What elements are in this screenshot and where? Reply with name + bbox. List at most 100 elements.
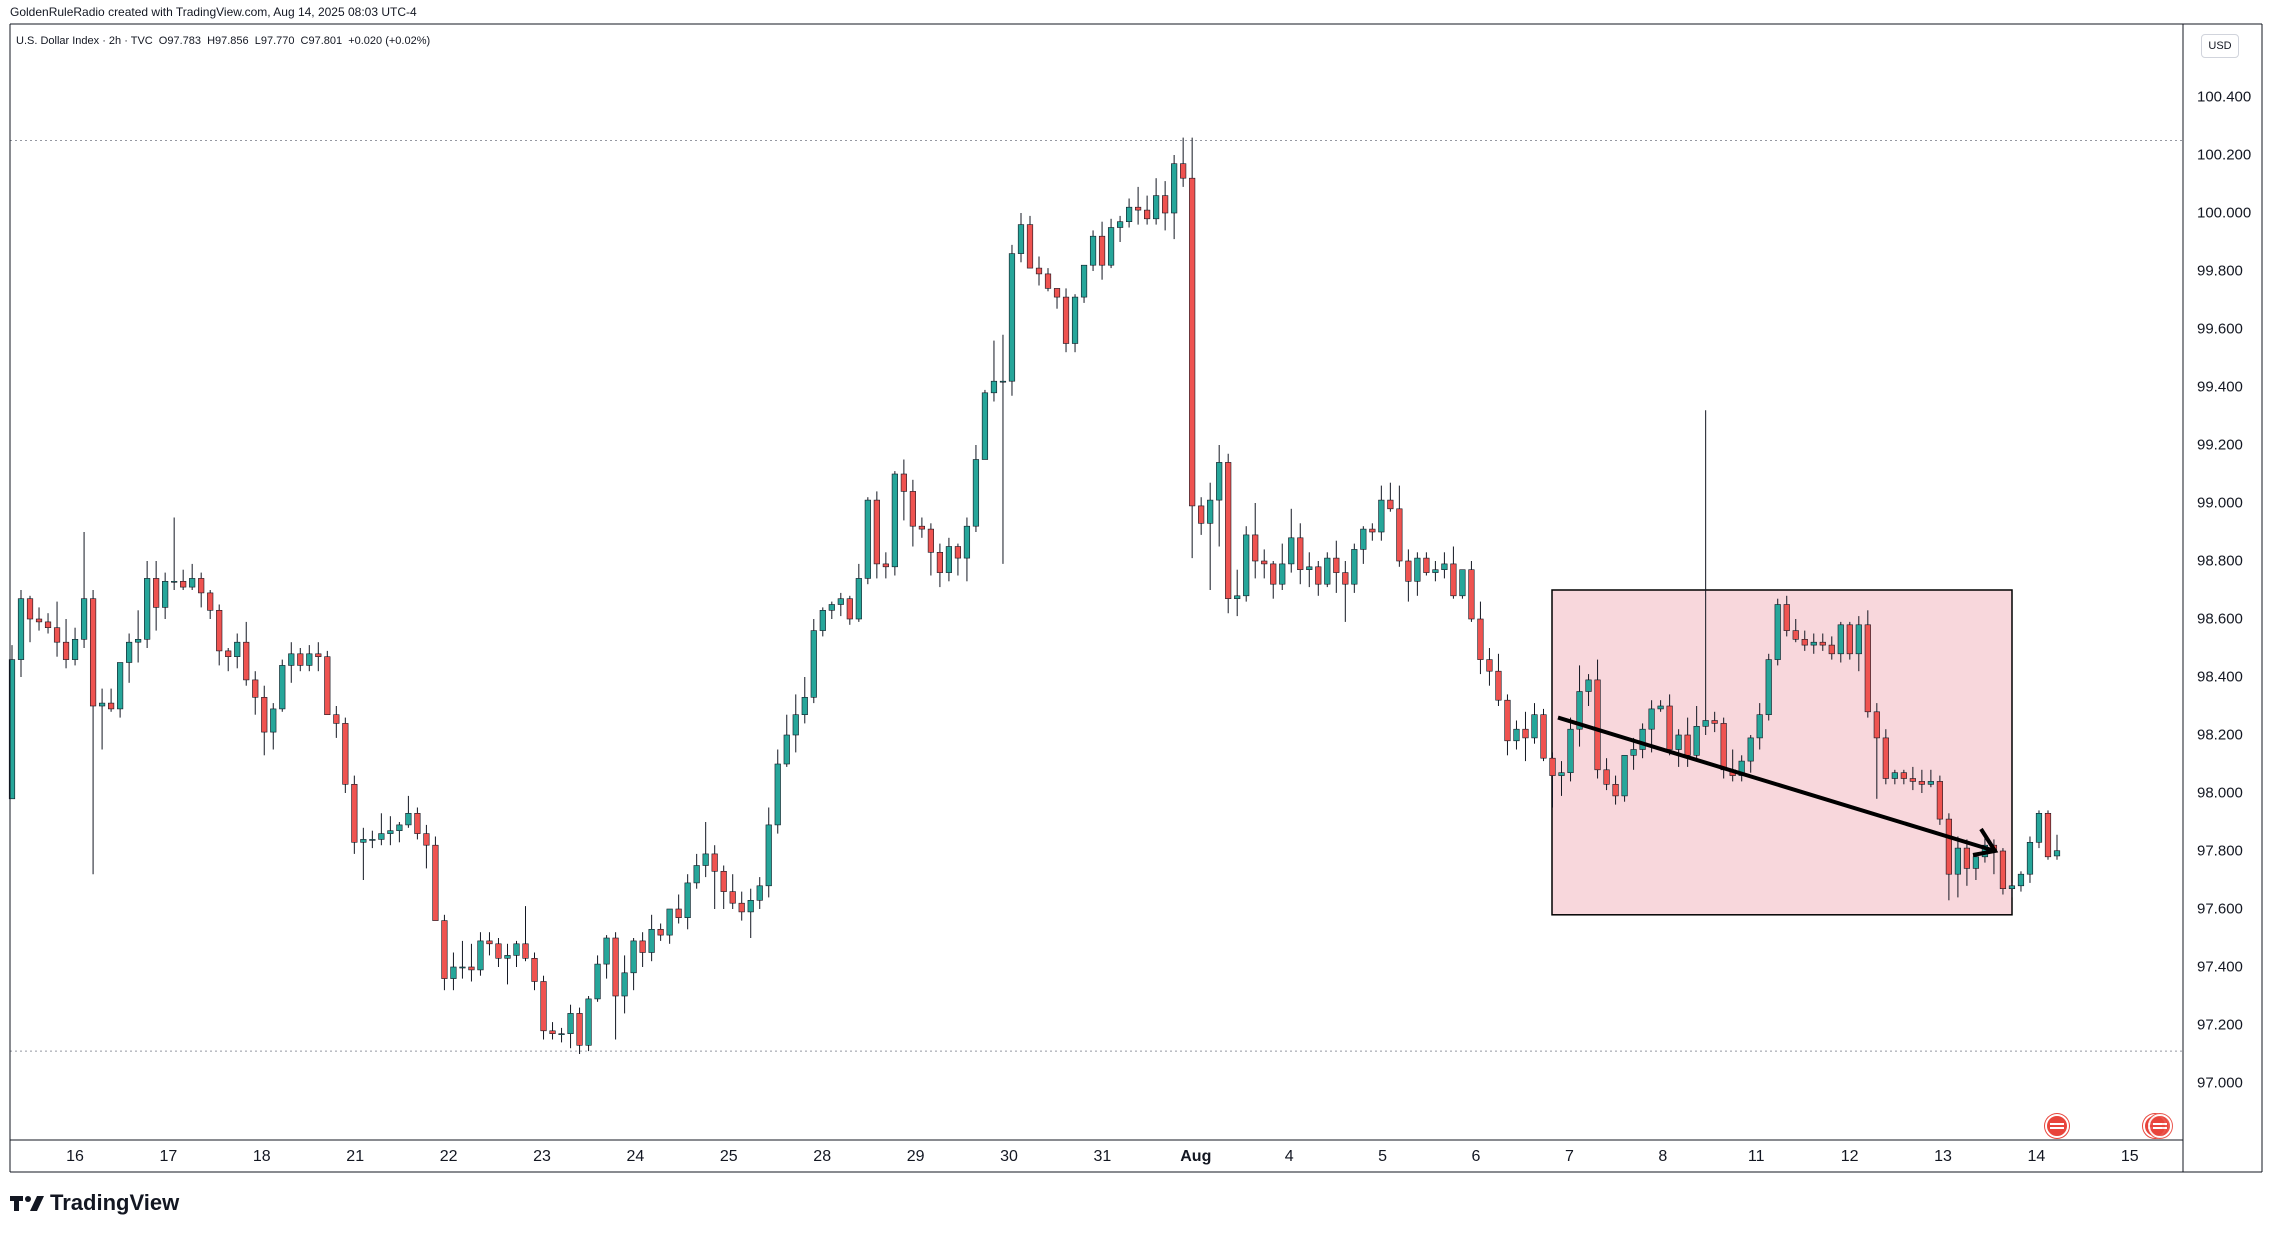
candle[interactable] xyxy=(1062,288,1070,353)
candle[interactable] xyxy=(1441,552,1448,579)
candle[interactable] xyxy=(35,607,43,631)
candle[interactable] xyxy=(342,717,349,793)
candle[interactable] xyxy=(1125,198,1133,228)
highlight-box[interactable] xyxy=(1551,589,2013,916)
candle[interactable] xyxy=(810,619,817,704)
candle[interactable] xyxy=(1567,717,1574,782)
candle[interactable] xyxy=(71,627,79,666)
candle[interactable] xyxy=(1693,706,1700,759)
candle[interactable] xyxy=(585,996,592,1052)
candle[interactable] xyxy=(1819,633,1826,651)
candle[interactable] xyxy=(117,662,124,718)
candle[interactable] xyxy=(153,561,160,631)
candle[interactable] xyxy=(1089,230,1097,271)
candle[interactable] xyxy=(1008,244,1016,396)
candle[interactable] xyxy=(279,659,286,712)
tradingview-logo[interactable]: TradingView xyxy=(10,1190,179,1216)
candle[interactable] xyxy=(981,389,989,460)
candle[interactable] xyxy=(927,523,934,576)
candle[interactable] xyxy=(864,497,871,585)
candle[interactable] xyxy=(603,935,610,979)
candle[interactable] xyxy=(1585,674,1592,706)
candle[interactable] xyxy=(261,685,268,756)
candle[interactable] xyxy=(657,923,664,941)
candle[interactable] xyxy=(1621,754,1628,802)
candle[interactable] xyxy=(1180,137,1187,187)
candle[interactable] xyxy=(549,1022,556,1040)
candle[interactable] xyxy=(684,874,691,930)
candle[interactable] xyxy=(891,471,898,576)
candle[interactable] xyxy=(1936,775,1943,825)
candle[interactable] xyxy=(98,688,106,750)
candle[interactable] xyxy=(80,532,88,648)
candle[interactable] xyxy=(837,592,844,617)
candle[interactable] xyxy=(720,865,727,910)
candle[interactable] xyxy=(252,671,259,715)
candle[interactable] xyxy=(1963,839,1971,886)
candle[interactable] xyxy=(1135,186,1142,225)
candle[interactable] xyxy=(144,561,151,648)
candle[interactable] xyxy=(198,572,205,608)
candle[interactable] xyxy=(1927,769,1934,788)
candle[interactable] xyxy=(1702,410,1709,735)
candle[interactable] xyxy=(1675,729,1682,767)
candle[interactable] xyxy=(594,955,601,1002)
candle[interactable] xyxy=(990,340,998,402)
candle[interactable] xyxy=(1639,723,1646,759)
candle[interactable] xyxy=(1378,485,1385,541)
candle[interactable] xyxy=(333,706,340,738)
candle[interactable] xyxy=(1071,294,1079,353)
candle[interactable] xyxy=(207,590,214,619)
candle[interactable] xyxy=(1765,653,1772,721)
us-flag-icon[interactable] xyxy=(2045,1114,2069,1138)
candle[interactable] xyxy=(1531,703,1538,744)
candle[interactable] xyxy=(1414,552,1421,596)
candle[interactable] xyxy=(2053,834,2061,860)
candle[interactable] xyxy=(1864,610,1871,718)
candle[interactable] xyxy=(1053,288,1061,309)
candle[interactable] xyxy=(1162,181,1169,231)
candle[interactable] xyxy=(351,775,358,854)
candle[interactable] xyxy=(693,853,700,889)
candle[interactable] xyxy=(1900,769,1907,785)
candle[interactable] xyxy=(369,830,376,849)
candle[interactable] xyxy=(702,822,709,878)
candle[interactable] xyxy=(1855,616,1862,672)
candle[interactable] xyxy=(378,813,385,846)
candle[interactable] xyxy=(2044,810,2052,860)
candle[interactable] xyxy=(513,940,520,967)
candle[interactable] xyxy=(1756,703,1763,750)
candle[interactable] xyxy=(756,877,763,909)
candle[interactable] xyxy=(1026,215,1034,269)
candle[interactable] xyxy=(1044,268,1052,292)
candle[interactable] xyxy=(234,633,241,669)
candle[interactable] xyxy=(62,619,70,669)
candle[interactable] xyxy=(738,891,745,921)
candle[interactable] xyxy=(1225,453,1232,614)
candle[interactable] xyxy=(576,1007,583,1054)
candle[interactable] xyxy=(8,645,16,800)
candle[interactable] xyxy=(324,650,331,716)
candle[interactable] xyxy=(53,601,61,657)
candle[interactable] xyxy=(459,940,466,979)
candle[interactable] xyxy=(1387,482,1394,512)
candle[interactable] xyxy=(819,607,826,637)
candle[interactable] xyxy=(432,836,439,921)
candle[interactable] xyxy=(1468,561,1475,622)
candle[interactable] xyxy=(1612,775,1619,805)
candle[interactable] xyxy=(1972,853,1980,880)
candle[interactable] xyxy=(855,563,862,622)
candle[interactable] xyxy=(936,543,944,588)
candle[interactable] xyxy=(423,824,430,869)
candle[interactable] xyxy=(1333,540,1340,593)
candle[interactable] xyxy=(540,975,547,1040)
candle[interactable] xyxy=(1882,729,1889,785)
candle[interactable] xyxy=(2008,882,2016,898)
candle[interactable] xyxy=(1576,665,1583,747)
candle[interactable] xyxy=(1261,549,1268,579)
candle[interactable] xyxy=(477,932,484,976)
candle[interactable] xyxy=(1873,703,1880,799)
candle[interactable] xyxy=(1999,848,2007,895)
candle[interactable] xyxy=(315,642,322,672)
candle[interactable] xyxy=(1828,636,1835,660)
